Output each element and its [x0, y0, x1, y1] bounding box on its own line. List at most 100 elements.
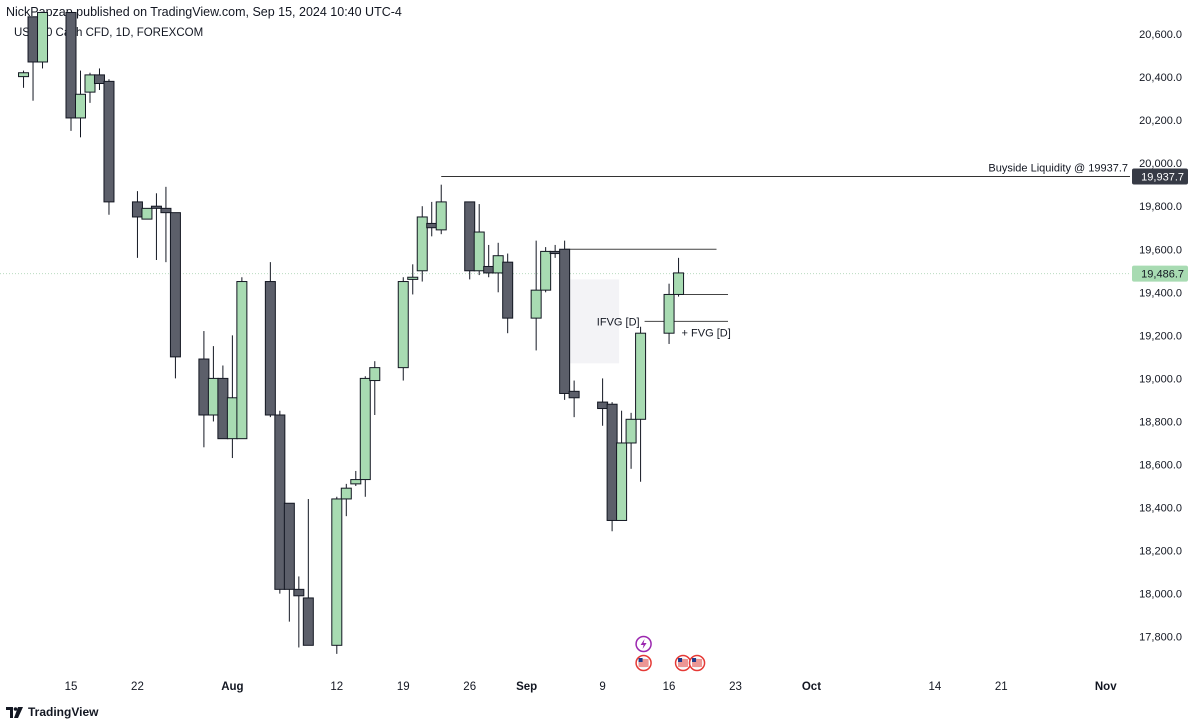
candle	[407, 264, 419, 295]
candle	[502, 253, 514, 334]
candle	[597, 378, 609, 426]
candle	[426, 201, 438, 237]
candle	[84, 72, 96, 103]
x-tick-label: 23	[729, 681, 742, 693]
candle-body	[150, 205, 162, 209]
x-tick-label: 9	[599, 681, 605, 693]
candle-body	[464, 201, 476, 272]
x-tick-label: Nov	[1095, 681, 1117, 693]
candle-body	[606, 403, 618, 521]
candle	[369, 361, 381, 415]
candle-body	[559, 248, 571, 394]
candle	[141, 207, 153, 220]
candle	[616, 410, 628, 521]
candle-body	[207, 377, 219, 416]
candle	[217, 365, 229, 440]
candle	[160, 186, 172, 263]
candle	[568, 380, 580, 418]
candle	[435, 184, 447, 235]
x-tick-label: Sep	[516, 681, 537, 693]
x-tick-label: 21	[995, 681, 1008, 693]
ifvg-zone	[568, 279, 620, 364]
us-flag-canton	[638, 658, 643, 662]
candle	[350, 470, 362, 487]
candle	[65, 11, 77, 131]
candle-body	[27, 16, 39, 63]
candle	[340, 483, 352, 517]
candle-body	[74, 93, 86, 119]
us-flag-event-icon	[688, 654, 706, 672]
candle-body	[616, 442, 628, 521]
candle	[397, 277, 409, 381]
candle-body	[568, 390, 580, 399]
y-tick-label: 19,600.0	[1139, 244, 1182, 256]
candle-body	[18, 72, 30, 78]
candle	[131, 191, 143, 258]
candle	[150, 193, 162, 261]
candle	[331, 496, 343, 654]
y-tick-label: 18,800.0	[1139, 416, 1182, 428]
candle	[207, 346, 219, 422]
y-tick-label: 20,400.0	[1139, 72, 1182, 84]
x-tick-label: 15	[65, 681, 78, 693]
candle	[540, 247, 552, 293]
candle-body	[141, 207, 153, 220]
candle	[264, 262, 276, 418]
symbol-info: US 100 Cash CFD, 1D, FOREXCOM	[14, 27, 204, 39]
candle-body	[635, 332, 647, 420]
candle-body	[483, 265, 495, 274]
candle	[483, 244, 495, 278]
candle	[492, 242, 504, 293]
candle-body	[473, 231, 485, 272]
candle	[93, 68, 105, 90]
x-tick-label: 12	[330, 681, 343, 693]
candle-body	[597, 401, 609, 410]
candle-body	[359, 377, 371, 481]
candle-body	[302, 597, 314, 646]
candle-body	[217, 377, 229, 440]
tradingview-logo[interactable]: TradingView	[6, 705, 98, 719]
candle-body	[530, 289, 542, 319]
buyside-liquidity-text: Buyside Liquidity @ 19937.7	[988, 163, 1128, 175]
candle-body	[274, 414, 286, 590]
candle	[18, 70, 30, 88]
y-tick-label: 18,600.0	[1139, 460, 1182, 472]
candle-body	[226, 397, 238, 440]
fvg-annotation: + FVG [D]	[682, 327, 731, 339]
candle-body	[84, 74, 96, 93]
publisher-header: NickPapzap published on TradingView.com,…	[6, 5, 402, 19]
candle	[37, 11, 49, 69]
candle	[236, 277, 248, 440]
us-flag-canton	[692, 658, 697, 662]
candle-body	[283, 502, 295, 590]
y-tick-label: 19,200.0	[1139, 330, 1182, 342]
candle	[663, 283, 675, 344]
candle-body	[293, 588, 305, 597]
candle	[549, 244, 561, 258]
y-tick-label: 20,600.0	[1139, 29, 1182, 41]
y-tick-label: 17,800.0	[1139, 632, 1182, 644]
candle	[673, 257, 685, 297]
candlestick-chart[interactable]: Buyside Liquidity @ 19937.7 IFVG [D] + FVG…	[0, 0, 1200, 700]
candle-body	[426, 222, 438, 229]
candle	[302, 498, 314, 646]
ifvg-annotation: IFVG [D]	[597, 316, 640, 328]
candle-body	[673, 272, 685, 295]
candle	[473, 204, 485, 276]
candle	[464, 201, 476, 280]
buyside-liquidity-label-bg	[1132, 168, 1188, 185]
candle	[635, 326, 647, 482]
us-flag-canton	[678, 658, 683, 662]
candle-body	[331, 498, 343, 646]
x-tick-label: 16	[663, 681, 676, 693]
candle-body	[549, 250, 561, 255]
candle	[293, 576, 305, 648]
x-tick-label: 26	[463, 681, 476, 693]
candle-body	[492, 255, 504, 274]
y-tick-label: 19,400.0	[1139, 287, 1182, 299]
candle-body	[350, 479, 362, 485]
candle-body	[264, 281, 276, 416]
x-tick-label: Oct	[802, 681, 821, 693]
candle-body	[198, 358, 210, 416]
y-tick-label: 19,800.0	[1139, 201, 1182, 213]
